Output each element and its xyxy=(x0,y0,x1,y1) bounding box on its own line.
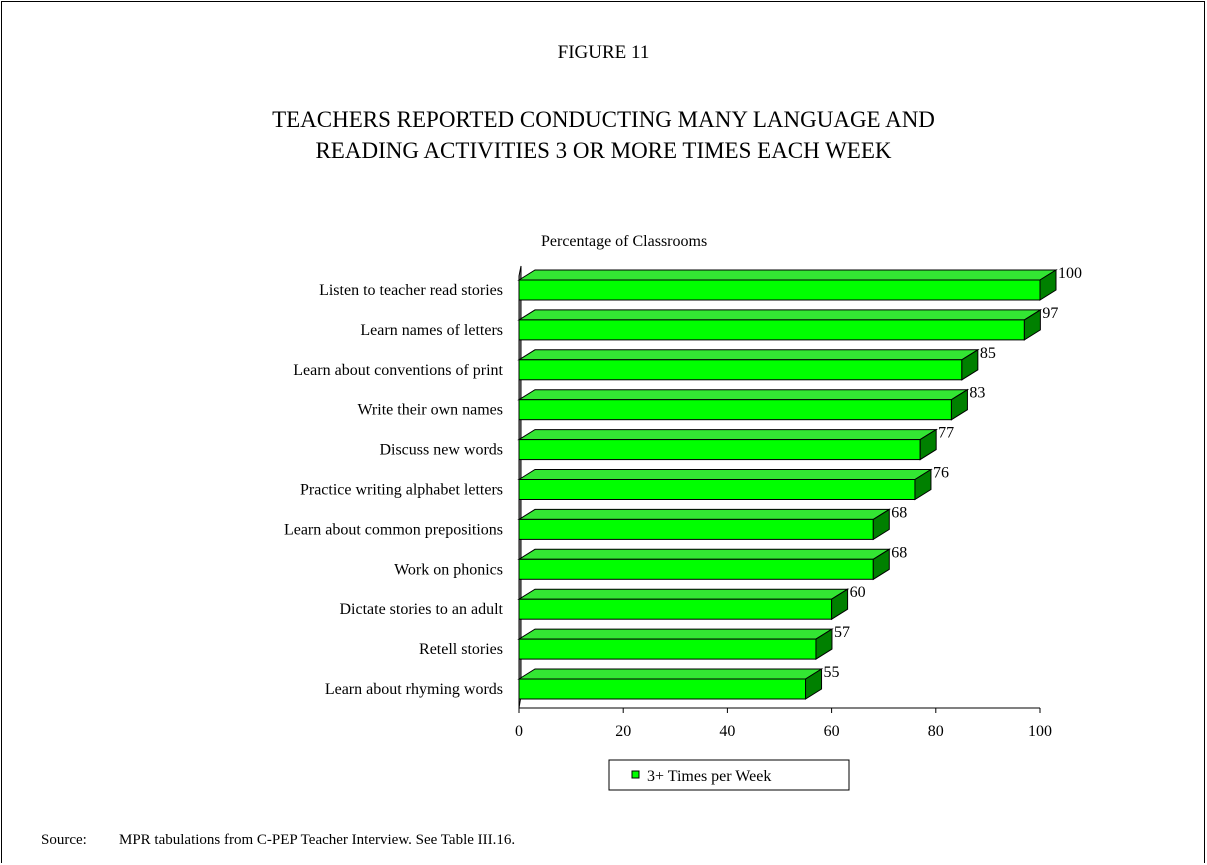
data-label: 60 xyxy=(850,584,866,601)
bar-front-face xyxy=(518,439,921,461)
bar xyxy=(517,388,970,421)
chart-title-line-2: READING ACTIVITIES 3 OR MORE TIMES EACH … xyxy=(315,138,892,163)
data-label: 77 xyxy=(938,425,954,442)
bar xyxy=(517,508,892,541)
bar xyxy=(517,348,980,381)
bar xyxy=(517,588,850,621)
data-label: 76 xyxy=(933,465,949,482)
category-label: Work on phonics xyxy=(394,561,503,578)
tick-label: 0 xyxy=(515,723,523,740)
bar-front-face xyxy=(518,399,952,421)
bar-series xyxy=(517,269,1058,700)
category-label: Learn about rhyming words xyxy=(325,681,503,698)
legend-swatch xyxy=(631,770,640,779)
data-label: 97 xyxy=(1042,305,1058,322)
bar-side-face xyxy=(805,668,823,700)
bar-top-face xyxy=(517,508,892,520)
data-label: 83 xyxy=(969,385,985,402)
category-label: Dictate stories to an adult xyxy=(339,601,503,618)
data-label: 68 xyxy=(891,504,907,521)
tick-label: 100 xyxy=(1028,723,1052,740)
bar-side-face xyxy=(961,348,979,381)
bar-front-face xyxy=(518,359,963,381)
bar-top-face xyxy=(517,269,1058,281)
legend-entry: 3+ Times per Week xyxy=(647,768,771,785)
chart-title-line-1: TEACHERS REPORTED CONDUCTING MANY LANGUA… xyxy=(272,107,935,132)
bar-side-face xyxy=(872,508,890,541)
bar-top-face xyxy=(517,548,892,560)
bar-top-face xyxy=(517,429,938,441)
category-label: Practice writing alphabet letters xyxy=(300,482,503,499)
bar-side-face xyxy=(815,628,833,661)
bar-top-face xyxy=(517,389,970,401)
bar-top-face xyxy=(517,309,1043,321)
bar-front-face xyxy=(518,598,833,620)
bar-top-face xyxy=(517,469,933,480)
bar-side-face xyxy=(914,468,932,501)
source-label: Source: xyxy=(41,832,87,848)
data-label: 55 xyxy=(824,664,840,681)
category-label: Write their own names xyxy=(357,402,503,419)
bar-side-face xyxy=(831,588,849,621)
chart-title: TEACHERS REPORTED CONDUCTING MANY LANGUA… xyxy=(0,104,1207,166)
category-label: Learn names of letters xyxy=(360,322,503,339)
source-text: MPR tabulations from C-PEP Teacher Inter… xyxy=(119,832,516,848)
tick-label: 80 xyxy=(928,723,944,740)
bar-front-face xyxy=(518,678,807,700)
source-note: Source: MPR tabulations from C-PEP Teache… xyxy=(41,832,515,849)
bar-top-face xyxy=(517,628,834,640)
bar-front-face xyxy=(518,279,1041,301)
bar-front-face xyxy=(518,479,916,500)
value-axis: 0 20 40 60 80 100 xyxy=(515,707,1052,740)
bar-side-face xyxy=(872,548,890,581)
bar-top-face xyxy=(517,588,850,600)
data-label: 85 xyxy=(980,345,996,362)
data-label: 68 xyxy=(891,544,907,561)
bar xyxy=(517,668,824,700)
legend-box xyxy=(608,759,850,791)
tick-label: 20 xyxy=(615,723,631,740)
data-labels: 100 97 85 83 77 76 68 68 60 57 55 xyxy=(824,265,1082,681)
category-label: Discuss new words xyxy=(379,442,503,459)
bar xyxy=(517,628,834,661)
tick-label: 60 xyxy=(824,723,840,740)
data-label: 57 xyxy=(834,624,850,641)
category-label: Retell stories xyxy=(419,641,503,658)
category-labels: Listen to teacher read stories Learn name… xyxy=(284,282,504,698)
bar-top-face xyxy=(517,349,980,361)
bar-front-face xyxy=(518,558,874,580)
bar-side-face xyxy=(1039,269,1057,301)
data-label: 100 xyxy=(1058,265,1082,282)
bar-side-face xyxy=(950,388,968,421)
legend: 3+ Times per Week xyxy=(608,759,850,791)
bar-side-face xyxy=(1023,308,1041,341)
category-label: Listen to teacher read stories xyxy=(319,282,503,299)
bar-side-face xyxy=(919,428,937,461)
bar xyxy=(517,308,1043,341)
bar xyxy=(517,428,938,461)
tick-label: 40 xyxy=(719,723,735,740)
category-label: Learn about common prepositions xyxy=(284,521,503,538)
figure-label: FIGURE 11 xyxy=(557,42,650,63)
value-axis-label: Percentage of Classrooms xyxy=(541,233,707,250)
bar-front-face xyxy=(518,638,817,660)
bar-front-face xyxy=(518,518,874,540)
category-label: Learn about conventions of print xyxy=(293,362,503,379)
bar xyxy=(517,269,1058,301)
bar-front-face xyxy=(518,319,1025,341)
bar-top-face xyxy=(517,668,824,680)
bar xyxy=(517,468,933,501)
bar xyxy=(517,548,892,581)
